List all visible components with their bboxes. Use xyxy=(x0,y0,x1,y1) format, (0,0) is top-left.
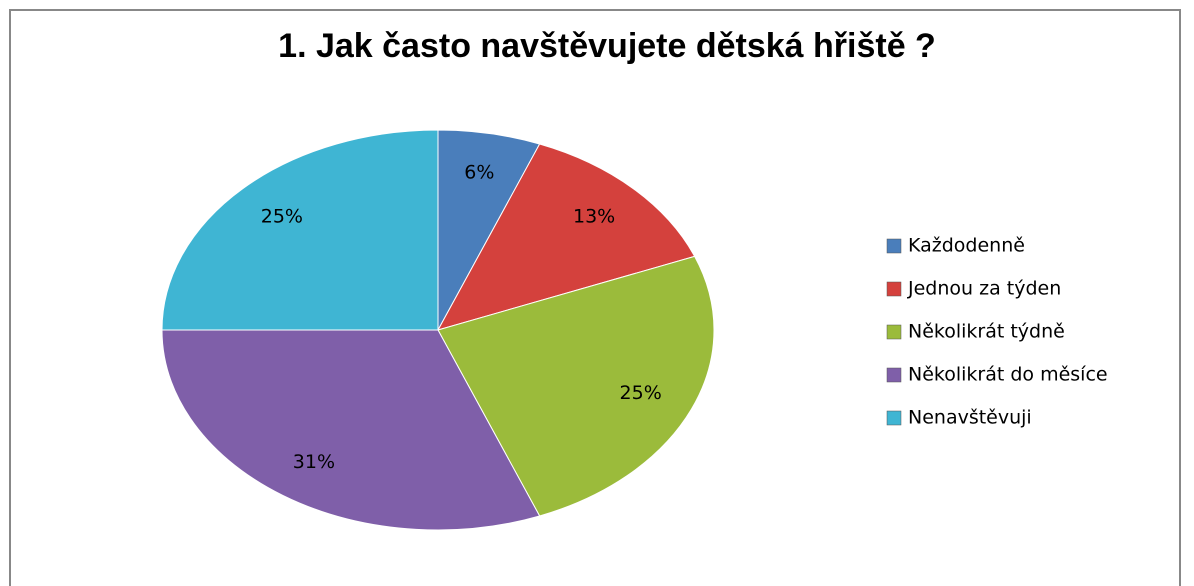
legend-swatch xyxy=(886,324,902,340)
legend-swatch xyxy=(886,367,902,383)
chart-title: 1. Jak často navštěvujete dětská hřiště … xyxy=(278,27,936,65)
data-label: 31% xyxy=(293,451,335,473)
legend-label: Několikrát týdně xyxy=(908,321,1065,343)
legend-swatch xyxy=(886,281,902,297)
legend-label: Nenavštěvuji xyxy=(908,407,1032,429)
data-label: 6% xyxy=(464,161,494,183)
legend-label: Jednou za týden xyxy=(907,278,1061,300)
pie-slice xyxy=(161,129,439,331)
pie-slice xyxy=(437,255,715,517)
legend-label: Několikrát do měsíce xyxy=(908,364,1108,386)
data-label: 13% xyxy=(573,205,615,227)
legend-label: Každodenně xyxy=(908,235,1025,257)
pie-slice xyxy=(436,143,696,331)
data-label: 25% xyxy=(620,382,662,404)
legend-swatch xyxy=(886,238,902,254)
data-label: 25% xyxy=(261,205,303,227)
pie-slice xyxy=(161,329,541,531)
legend-swatch xyxy=(886,410,902,426)
